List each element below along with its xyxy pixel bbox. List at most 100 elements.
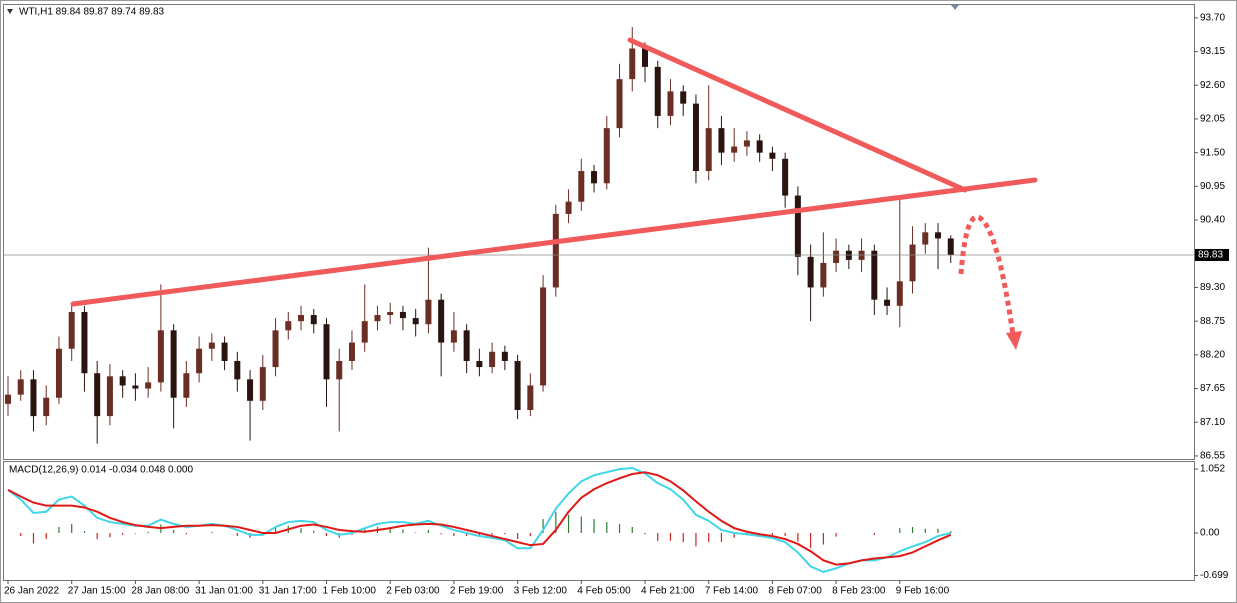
y-tick-label: 89.30 <box>1200 282 1225 293</box>
candle-body <box>692 103 699 172</box>
macd-line <box>7 471 952 566</box>
candle-body <box>412 318 419 325</box>
candle-body <box>884 299 891 306</box>
candle-body <box>119 376 126 386</box>
candle-body <box>642 48 648 67</box>
current-price-label: 89.83 <box>1198 250 1223 261</box>
candle-body <box>501 351 508 361</box>
y-tick-label: 86.55 <box>1200 451 1225 462</box>
x-tick-label: 2 Feb 19:00 <box>450 586 504 597</box>
candle-body <box>247 379 254 401</box>
candle-body <box>718 128 725 153</box>
candle-body <box>540 287 547 386</box>
candle-body <box>132 385 139 389</box>
candle-body <box>591 171 598 184</box>
candle-body <box>833 250 840 263</box>
candle-body <box>323 324 330 380</box>
candle-body <box>106 376 113 417</box>
candle-body <box>298 315 305 322</box>
x-tick-label: 28 Jan 08:00 <box>131 586 189 597</box>
candle-body <box>374 315 381 322</box>
candle-body <box>259 367 266 401</box>
candle-body <box>489 351 496 368</box>
candle-body <box>616 79 623 129</box>
y-tick-label: 87.65 <box>1200 383 1225 394</box>
candle-body <box>55 348 62 398</box>
shift-marker <box>951 5 959 10</box>
candle-body <box>922 232 929 245</box>
candle-body <box>476 360 483 368</box>
candle-body <box>43 397 50 417</box>
candle-body <box>348 342 355 361</box>
x-tick-label: 31 Jan 17:00 <box>259 586 317 597</box>
candle-body <box>807 256 814 288</box>
candle-body <box>794 195 801 257</box>
candle-body <box>336 360 343 380</box>
candle-body <box>565 201 572 214</box>
candle-body <box>30 379 37 417</box>
x-tick-label: 4 Feb 05:00 <box>577 586 631 597</box>
x-tick-label: 27 Jan 15:00 <box>68 586 126 597</box>
candle-body <box>743 140 750 147</box>
candle-body <box>871 250 878 300</box>
candle-body <box>705 128 712 172</box>
candle-body <box>310 315 317 325</box>
candle-body <box>157 330 164 383</box>
x-tick-label: 8 Feb 07:00 <box>768 586 822 597</box>
current-price-box <box>1195 248 1229 261</box>
candle-body <box>731 146 738 153</box>
candle-body <box>183 373 190 398</box>
candle-body <box>463 330 470 361</box>
candle-body <box>361 321 368 343</box>
candle-body <box>578 171 585 202</box>
forecast-arrowhead <box>1006 331 1022 350</box>
x-tick-label: 3 Feb 12:00 <box>514 586 568 597</box>
candle-body <box>81 311 88 374</box>
y-tick-label: 92.05 <box>1200 114 1225 125</box>
support-trendline <box>70 177 1038 307</box>
y-tick-label: 1.052 <box>1200 464 1225 475</box>
main-pane <box>3 4 1195 460</box>
candle-body <box>94 373 101 417</box>
x-tick-label: 26 Jan 2022 <box>4 586 59 597</box>
x-tick-label: 9 Feb 16:00 <box>896 586 950 597</box>
x-tick-label: 7 Feb 14:00 <box>705 586 759 597</box>
y-tick-label: -0.699 <box>1200 570 1229 581</box>
candle-body <box>820 262 827 288</box>
forecast-arrow <box>958 214 1016 336</box>
candle-body <box>552 213 559 288</box>
candle-body <box>425 299 432 325</box>
candle-body <box>896 281 903 306</box>
x-tick-label: 8 Feb 23:00 <box>832 586 886 597</box>
y-tick-label: 88.75 <box>1200 316 1225 327</box>
candle-body <box>234 360 241 380</box>
candle-body <box>654 66 661 116</box>
y-tick-label: 90.40 <box>1200 215 1225 226</box>
candle-body <box>935 232 942 239</box>
candle-body <box>629 48 636 80</box>
macd-line <box>7 466 951 573</box>
y-tick-label: 93.15 <box>1200 46 1225 57</box>
candle-body <box>680 91 687 104</box>
candle-body <box>667 91 674 116</box>
candle-body <box>527 385 534 410</box>
plot: 93.70 93.15 92.60 92.05 91.50 90.95 90.40 89.30… <box>4 13 1229 597</box>
candle-body <box>399 311 406 319</box>
candle-body <box>514 360 521 410</box>
x-tick-label: 31 Jan 01:00 <box>195 586 253 597</box>
candle-body <box>272 330 279 368</box>
candle-body <box>909 244 916 282</box>
y-tick-label: 93.70 <box>1200 13 1225 24</box>
candle-body <box>450 330 457 343</box>
menu-arrow[interactable] <box>7 9 13 14</box>
y-tick-label: 90.95 <box>1200 181 1225 192</box>
y-tick-label: 0.00 <box>1200 528 1220 539</box>
candle-body <box>603 128 610 184</box>
candle-body <box>285 321 292 331</box>
resistance-trendline <box>627 37 968 193</box>
x-tick-label: 2 Feb 03:00 <box>386 586 440 597</box>
x-tick-label: 1 Feb 10:00 <box>323 586 377 597</box>
macd-pane <box>3 461 1195 581</box>
